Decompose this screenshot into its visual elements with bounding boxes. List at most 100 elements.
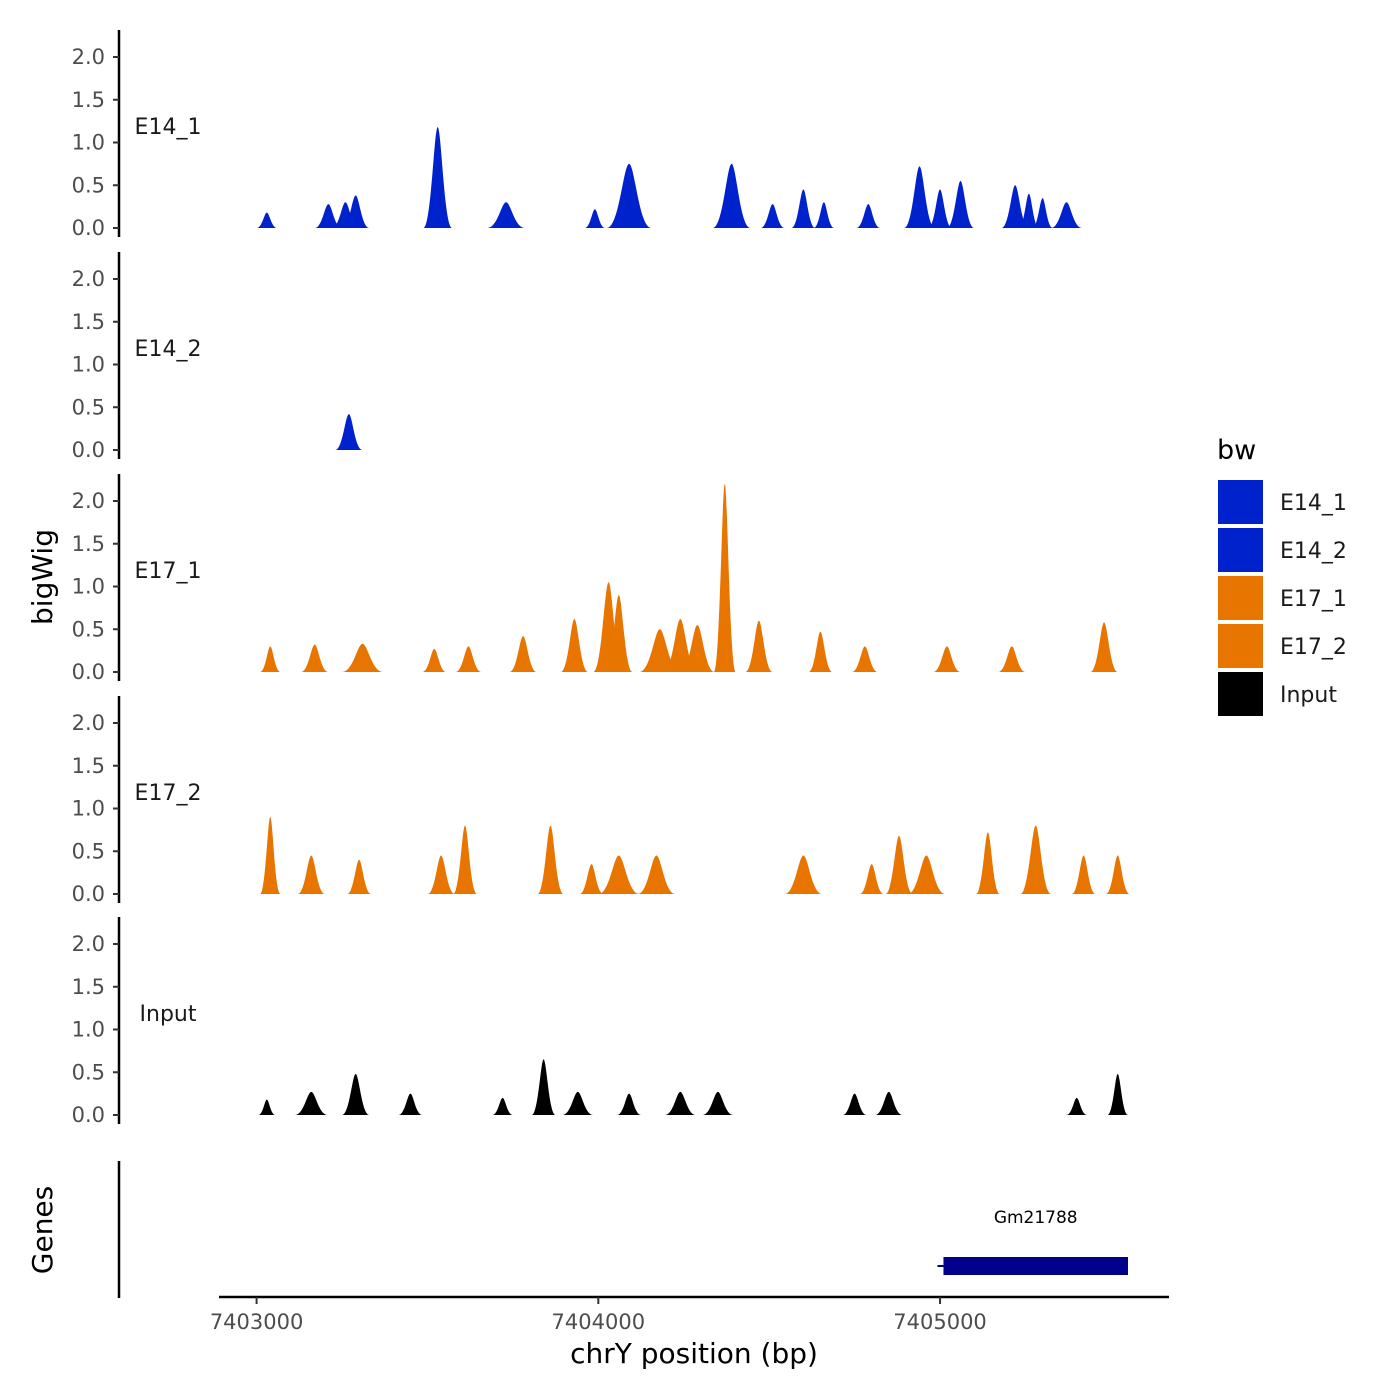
signal-peak <box>975 832 1000 894</box>
signal-peak <box>1020 825 1052 894</box>
signal-peak <box>928 189 952 228</box>
signal-peak <box>859 864 884 894</box>
signal-peak <box>885 835 913 894</box>
x-axis: 7403000 7404000 7405000 <box>210 1295 1169 1334</box>
signal-peak <box>791 189 816 228</box>
track-label: E17_1 <box>135 559 202 584</box>
signal-peak <box>851 646 878 672</box>
y-tick-label: 1.0 <box>72 353 105 377</box>
signal-peak <box>455 646 482 672</box>
legend-label: E17_2 <box>1280 635 1347 660</box>
track-label: Input <box>140 1002 197 1027</box>
signal-peak <box>260 646 281 672</box>
legend: bw E14_1 E14_2 E17_1 E17_2 Input <box>1217 435 1347 716</box>
y-tick-label: 0.0 <box>72 216 105 240</box>
signal-peak <box>398 1093 423 1115</box>
y-tick-label: 1.5 <box>72 532 105 556</box>
track-E14_2: 0.0 0.5 1.0 1.5 2.0 E14_2 <box>72 252 363 462</box>
legend-title: bw <box>1217 435 1256 466</box>
signal-peak <box>560 619 589 672</box>
y-tick-label: 0.5 <box>72 1060 105 1084</box>
signal-peak <box>946 181 975 228</box>
signal-peak <box>258 1099 276 1115</box>
signal-peak <box>335 414 363 450</box>
signal-peak <box>342 195 370 228</box>
y-tick-label: 0.0 <box>72 438 105 462</box>
y-tick-label: 0.0 <box>72 660 105 684</box>
signal-peak <box>579 864 604 894</box>
y-tick-label: 0.5 <box>72 395 105 419</box>
y-tick-label: 1.5 <box>72 88 105 112</box>
x-tick-label: 7403000 <box>210 1310 304 1334</box>
legend-swatch <box>1218 672 1263 716</box>
legend-swatch <box>1218 576 1263 620</box>
gene-body <box>943 1257 1128 1275</box>
signal-peak <box>813 202 835 228</box>
signal-peak <box>842 1093 867 1115</box>
legend-swatch <box>1218 528 1263 572</box>
y-tick-label: 2.0 <box>72 489 105 513</box>
signal-peak <box>562 1091 594 1115</box>
y-tick-label: 1.0 <box>72 131 105 155</box>
gene-label: Gm21788 <box>994 1208 1078 1228</box>
signal-peak <box>1066 1097 1087 1115</box>
signal-peak <box>712 163 751 228</box>
signal-peak <box>998 646 1026 672</box>
signal-peak <box>453 825 477 894</box>
track-E17_1: 0.0 0.5 1.0 1.5 2.0 E17_1 <box>72 474 1118 684</box>
signal-peak <box>637 855 676 894</box>
signal-peak <box>342 643 383 672</box>
signal-peak <box>531 1059 556 1115</box>
track-label: E14_2 <box>135 337 202 362</box>
y-tick-label: 0.5 <box>72 617 105 641</box>
track-label: E14_1 <box>135 115 202 140</box>
signal-peak <box>422 648 447 672</box>
signal-peak <box>904 166 935 228</box>
signal-peak <box>680 625 715 672</box>
y-tick-label: 1.5 <box>72 310 105 334</box>
genes-axis-title: Genes <box>26 1186 59 1274</box>
y-tick-label: 2.0 <box>72 932 105 956</box>
y-tick-label: 2.0 <box>72 45 105 69</box>
signal-peak <box>347 859 372 894</box>
signal-tracks: 0.0 0.5 1.0 1.5 2.0 E14_1 0.0 0.5 1.0 1.5 2.0 E14_2… <box>72 30 1130 1127</box>
signal-peak <box>713 483 736 672</box>
signal-peak <box>1107 1074 1128 1115</box>
track-E14_1: 0.0 0.5 1.0 1.5 2.0 E14_1 <box>72 30 1082 240</box>
signal-peak <box>1018 193 1040 228</box>
signal-peak <box>314 204 342 228</box>
signal-peak <box>1090 622 1118 672</box>
legend-label: E14_2 <box>1280 539 1347 564</box>
signal-peak <box>509 636 537 672</box>
y-tick-label: 0.0 <box>72 882 105 906</box>
genes-panel: Gm21788 <box>117 1161 1128 1298</box>
signal-peak <box>256 212 278 228</box>
signal-peak <box>665 1091 696 1115</box>
legend-label: E14_1 <box>1280 491 1347 516</box>
signal-peak <box>1032 198 1053 228</box>
legend-swatch <box>1218 624 1263 668</box>
legend-label: E17_1 <box>1280 587 1347 612</box>
track-Input: 0.0 0.5 1.0 1.5 2.0 Input <box>72 917 1128 1127</box>
y-tick-label: 2.0 <box>72 267 105 291</box>
signal-peak <box>1001 185 1029 228</box>
signal-peak <box>1105 855 1130 894</box>
track-label: E17_2 <box>135 781 202 806</box>
x-axis-title: chrY position (bp) <box>570 1337 818 1370</box>
signal-peak <box>784 855 823 894</box>
signal-peak <box>487 202 525 228</box>
x-tick-label: 7404000 <box>552 1310 646 1334</box>
y-tick-label: 1.0 <box>72 797 105 821</box>
signal-peak <box>584 209 606 228</box>
signal-peak <box>297 855 325 894</box>
signal-peak <box>907 855 946 894</box>
signal-peak <box>423 127 453 228</box>
signal-peak <box>760 204 785 228</box>
signal-peak <box>606 163 652 228</box>
signal-peak <box>1051 202 1082 228</box>
y-tick-label: 1.0 <box>72 575 105 599</box>
signal-peak <box>875 1091 903 1115</box>
signal-peak <box>294 1091 328 1115</box>
y-tick-label: 0.0 <box>72 1103 105 1127</box>
